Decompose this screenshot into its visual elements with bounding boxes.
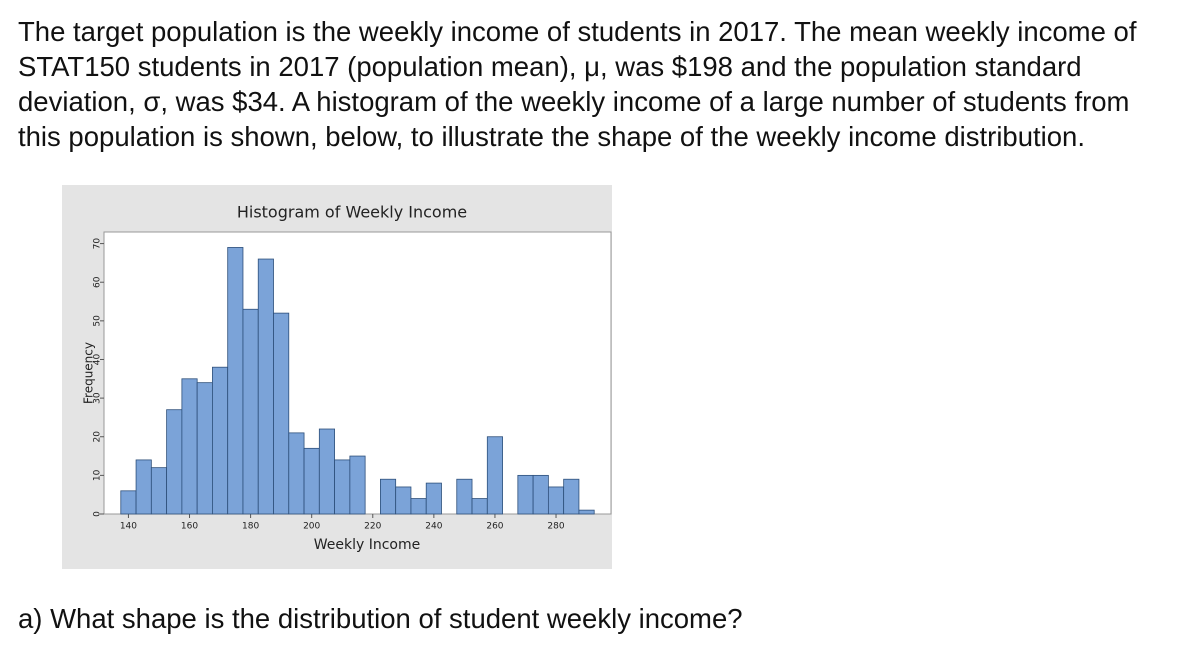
paragraph-line: this population is shown, below, to illu… — [18, 121, 1085, 152]
y-tick-label: 70 — [93, 238, 103, 250]
y-tick-label: 0 — [93, 511, 103, 517]
y-axis-label: Frequency — [82, 342, 96, 404]
x-tick-label: 200 — [303, 522, 320, 532]
chart: Histogram of Weekly Income Weekly Income… — [62, 185, 612, 569]
paragraph-line: The target population is the weekly inco… — [18, 16, 1137, 47]
bar — [425, 482, 442, 515]
bar — [532, 474, 549, 515]
y-tick-label: 30 — [93, 392, 103, 404]
x-tick-label: 240 — [425, 522, 442, 532]
x-tick-label: 260 — [486, 522, 503, 532]
paragraph-line: deviation, σ, was $34. A histogram of th… — [18, 86, 1130, 117]
bar — [196, 382, 213, 515]
bar — [181, 378, 198, 515]
bar — [410, 498, 427, 515]
y-tick-label: 20 — [93, 431, 103, 443]
bar — [334, 459, 351, 515]
bar — [227, 247, 244, 515]
chart-title: Histogram of Weekly Income — [237, 203, 467, 222]
y-tick-label: 50 — [93, 315, 103, 327]
x-tick-label: 220 — [364, 522, 381, 532]
x-tick-label: 140 — [120, 522, 137, 532]
x-tick-label: 280 — [547, 522, 564, 532]
paragraph: The target population is the weekly inco… — [18, 14, 1136, 154]
bar — [273, 312, 290, 515]
bar — [212, 366, 229, 515]
bar — [547, 486, 565, 515]
bar — [242, 308, 259, 515]
question: a) What shape is the distribution of stu… — [18, 603, 743, 634]
bar — [456, 478, 473, 515]
bar — [578, 509, 595, 515]
bar — [166, 409, 183, 515]
bar — [150, 467, 168, 515]
bar — [288, 432, 305, 515]
bar — [349, 455, 366, 515]
x-axis-label: Weekly Income — [314, 537, 421, 553]
bar — [135, 459, 152, 515]
paragraph-line: STAT150 students in 2017 (population mea… — [18, 51, 1082, 82]
y-tick-label: 60 — [93, 276, 103, 288]
x-tick-label: 160 — [181, 522, 198, 532]
bar — [471, 498, 488, 515]
y-tick-label: 10 — [93, 469, 103, 481]
bar — [563, 478, 580, 515]
y-tick-label: 40 — [93, 353, 103, 365]
bar — [318, 428, 335, 515]
bar — [517, 474, 534, 515]
bar — [257, 258, 274, 515]
bar — [395, 486, 412, 515]
bar — [120, 490, 137, 515]
bar — [380, 478, 397, 515]
bar — [303, 447, 320, 515]
x-tick-label: 180 — [242, 522, 259, 532]
bar — [486, 436, 503, 515]
